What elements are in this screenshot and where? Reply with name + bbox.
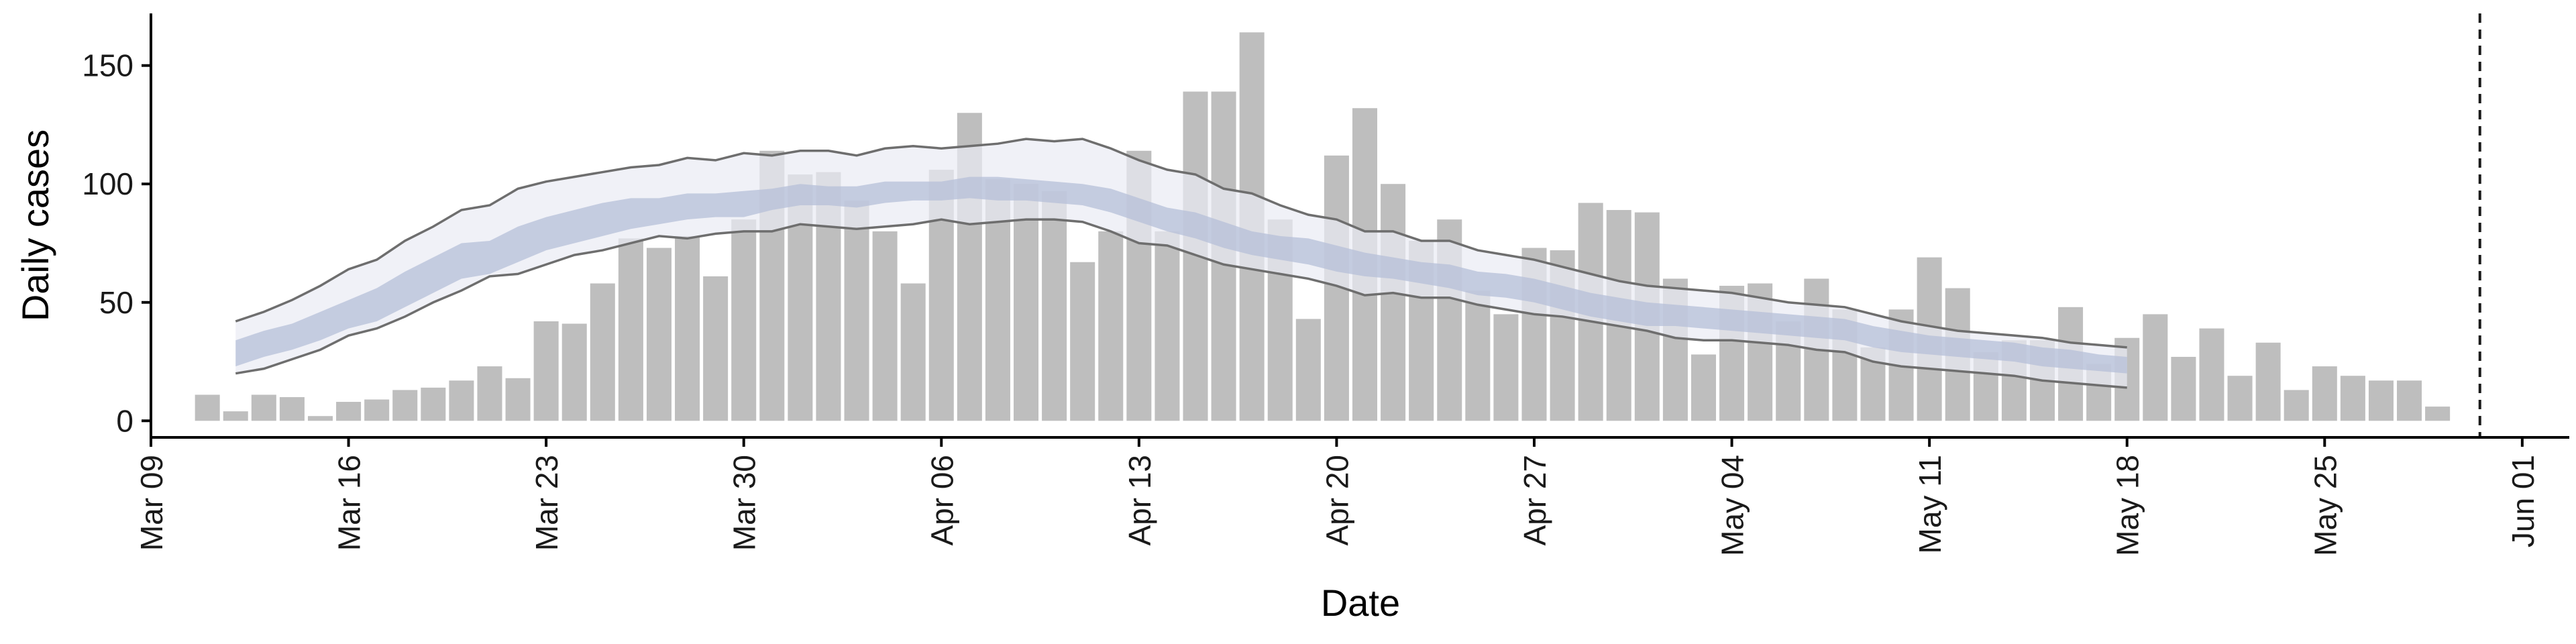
x-tick-label: Jun 01 <box>2506 455 2540 547</box>
bar <box>307 416 333 421</box>
bar <box>392 390 418 421</box>
bar <box>1690 354 1717 421</box>
bar <box>279 396 305 421</box>
y-axis-ticks: 0 50 100 150 <box>82 48 151 438</box>
x-tick-label: May 11 <box>1913 455 1947 553</box>
bar <box>251 394 276 421</box>
x-tick-label: Mar 16 <box>332 455 367 551</box>
bar <box>1014 184 1039 421</box>
bar <box>2284 390 2309 421</box>
bar <box>505 378 531 421</box>
model-band-lines <box>235 138 2127 389</box>
bar <box>2425 407 2451 421</box>
bar <box>2227 376 2253 421</box>
bar <box>1042 191 1067 421</box>
bar <box>1098 231 1124 421</box>
bar <box>2171 356 2196 421</box>
x-axis-title: Date <box>1321 582 1400 624</box>
lower-bound-line <box>235 218 2127 389</box>
x-tick-label: May 18 <box>2110 455 2145 556</box>
x-tick-label: May 04 <box>1715 455 1750 556</box>
bar <box>731 219 757 421</box>
bar <box>1381 184 1406 421</box>
axes: 0 50 100 150 Mar 09 Mar 16 Mar 23 Mar 30 Apr 06… <box>82 13 2569 556</box>
y-tick-label: 0 <box>116 403 133 438</box>
bar <box>195 394 220 421</box>
x-tick-label: Mar 30 <box>727 455 762 551</box>
x-tick-label: Apr 13 <box>1122 455 1157 546</box>
bar <box>2143 314 2168 421</box>
bar <box>646 248 672 421</box>
bar <box>2255 342 2281 421</box>
bar <box>449 380 474 421</box>
x-axis-ticks: Mar 09 Mar 16 Mar 23 Mar 30 Apr 06 Apr 13 Apr … <box>134 437 2540 556</box>
bar <box>223 411 248 421</box>
y-axis-title: Daily cases <box>14 129 56 321</box>
bar <box>421 387 446 421</box>
y-tick-label: 50 <box>99 285 133 320</box>
x-tick-label: Mar 23 <box>529 455 564 551</box>
x-tick-label: Mar 09 <box>134 455 169 551</box>
bar <box>900 283 926 421</box>
model-bands <box>235 139 2127 388</box>
bar <box>336 402 362 421</box>
bar <box>1070 262 1095 421</box>
plot-area <box>195 13 2481 437</box>
x-tick-label: Apr 06 <box>924 455 959 546</box>
bar <box>2340 376 2365 421</box>
bar <box>364 399 390 421</box>
bar <box>533 321 559 421</box>
x-tick-label: Apr 27 <box>1517 455 1552 546</box>
bar <box>590 283 615 421</box>
bar <box>477 366 502 421</box>
bar <box>618 238 643 421</box>
bar <box>2199 328 2224 421</box>
bar <box>1465 290 1491 421</box>
bar <box>1493 314 1519 421</box>
x-tick-label: May 25 <box>2308 455 2343 556</box>
y-tick-label: 150 <box>82 48 133 83</box>
bar <box>703 276 729 421</box>
bar <box>1295 319 1321 421</box>
bar <box>675 235 700 421</box>
bar <box>2368 380 2394 421</box>
outer-interval-band <box>235 139 2127 388</box>
bar <box>2397 380 2422 421</box>
bar <box>561 323 587 421</box>
y-tick-label: 100 <box>82 166 133 201</box>
x-tick-label: Apr 20 <box>1320 455 1354 546</box>
inner-interval-band <box>235 176 2127 374</box>
bar <box>844 200 869 421</box>
bar <box>2312 366 2337 421</box>
upper-bound-line <box>235 138 2127 349</box>
bar <box>872 231 898 421</box>
bar <box>1155 231 1180 421</box>
